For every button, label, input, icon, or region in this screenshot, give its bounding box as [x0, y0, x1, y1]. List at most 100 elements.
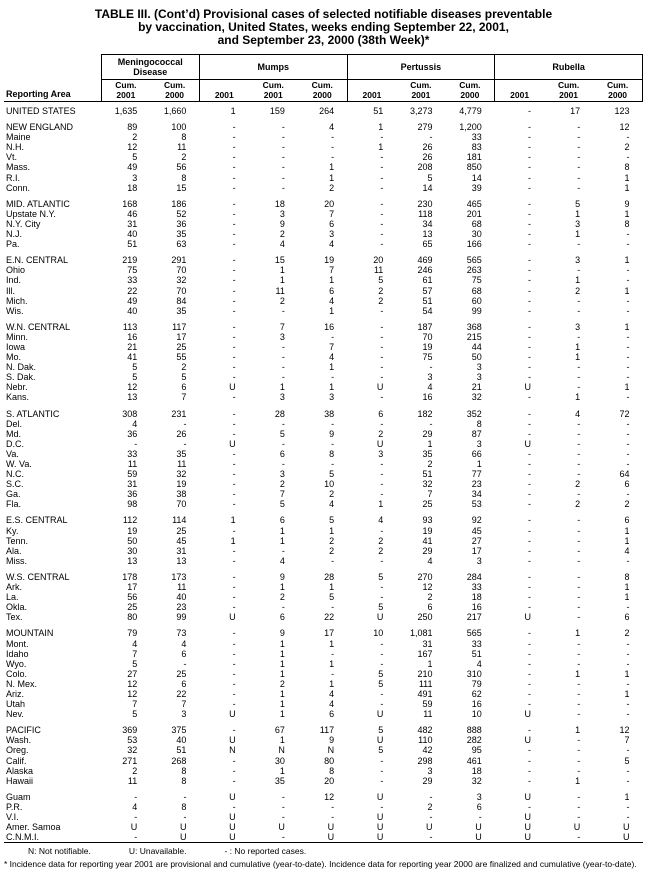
value-cell: 75 — [471, 275, 482, 286]
value-cell: 77 — [471, 469, 482, 480]
table-row: Ark. 17 11-1 1-12 33- -1 — [4, 582, 643, 592]
value-cell: N — [229, 745, 236, 756]
value-cell: - — [232, 372, 236, 383]
value-cell: 5 — [132, 152, 138, 163]
value-cell: 6 — [427, 602, 433, 613]
value-cell: - — [577, 515, 581, 526]
value-cell: - — [232, 152, 236, 163]
value-cell: 53 — [127, 735, 138, 746]
value-cell: 1 — [279, 658, 285, 669]
value-cell: U — [229, 709, 236, 720]
reporting-area-cell: Va. — [6, 448, 19, 459]
value-cell: 32 — [127, 745, 138, 756]
value-cell: 271 — [122, 755, 138, 766]
value-cell: 19 — [324, 255, 335, 266]
value-cell: - — [331, 438, 335, 449]
reporting-area-cell: Miss. — [6, 555, 27, 566]
value-cell: 57 — [422, 285, 433, 296]
col-header-line: Cum. — [163, 80, 186, 90]
value-cell: 2 — [624, 628, 630, 639]
value-cell: - — [232, 755, 236, 766]
table-body: UNITED STATES 1,635 1,660 1 159 264 51 3,273 4,7… — [4, 102, 643, 843]
value-cell: 1 — [230, 106, 236, 116]
value-cell: 4 — [427, 555, 433, 566]
value-cell: 66 — [471, 448, 482, 459]
value-cell: 35 — [176, 305, 187, 316]
value-cell: - — [281, 305, 285, 316]
value-cell: 1 — [624, 172, 630, 183]
table-row: Nev. 5 3 U 1 6 U 11 10 U - - — [4, 709, 643, 719]
value-cell: 5 — [378, 725, 384, 736]
value-cell: 215 — [466, 331, 482, 342]
value-cell: - — [527, 198, 531, 209]
value-cell: - — [577, 612, 581, 623]
value-cell: 159 — [269, 106, 285, 116]
value-cell: U — [229, 382, 236, 393]
value-cell: - — [232, 142, 236, 153]
value-cell: 11 — [177, 459, 187, 469]
value-cell: 31 — [127, 218, 138, 229]
value-cell: 30 — [127, 545, 138, 556]
value-cell: - — [626, 239, 630, 250]
legend-unavailable: U: Unavailable. — [128, 846, 187, 857]
value-cell: 230 — [417, 198, 433, 209]
reporting-area-cell: Hawaii — [6, 775, 34, 786]
value-cell: 21 — [471, 382, 482, 393]
value-cell: - — [527, 392, 531, 403]
value-cell: 14 — [422, 182, 433, 193]
value-cell: 10 — [324, 479, 335, 490]
value-cell: 565 — [466, 255, 482, 266]
value-cell: - — [527, 352, 531, 363]
value-cell: - — [478, 812, 482, 822]
value-cell: 10 — [373, 628, 384, 639]
value-cell: 1 — [279, 535, 285, 546]
value-cell: 1 — [624, 382, 630, 393]
value-cell: 8 — [329, 448, 335, 459]
value-cell: - — [380, 638, 384, 649]
value-cell: 11 — [275, 285, 285, 296]
value-cell: - — [527, 628, 531, 639]
value-cell: 70 — [176, 265, 187, 276]
value-cell: 7 — [132, 648, 138, 659]
reporting-area-cell: Ark. — [6, 582, 23, 593]
reporting-area-cell: V.I. — [6, 812, 19, 822]
value-cell: U — [573, 822, 581, 833]
value-cell: 5 — [378, 571, 384, 582]
value-cell: 850 — [466, 162, 482, 173]
value-cell: 26 — [176, 428, 187, 439]
value-cell: 113 — [122, 321, 138, 332]
value-cell: 167 — [417, 648, 433, 659]
value-cell: 51 — [422, 295, 433, 306]
value-cell: - — [380, 755, 384, 766]
value-cell: - — [626, 295, 630, 306]
value-cell: 111 — [418, 678, 433, 689]
value-cell: 42 — [422, 745, 433, 756]
value-cell: U — [376, 735, 384, 746]
value-cell: - — [281, 132, 285, 143]
value-cell: 3 — [181, 709, 187, 720]
table-row: Ga. 36 38 - 7 2 - 7 34 - - - — [4, 489, 643, 499]
value-cell: 41 — [127, 352, 138, 363]
value-cell: 8 — [329, 765, 335, 776]
table-row: Vt. 5 2 - - - - 26 181 - - - — [4, 152, 643, 162]
value-cell: 6 — [329, 709, 335, 720]
value-cell: - — [527, 571, 531, 582]
value-cell: 8 — [181, 801, 187, 812]
value-cell: - — [331, 648, 335, 659]
value-cell: 369 — [122, 725, 138, 736]
value-cell: - — [527, 418, 531, 429]
value-cell: - — [380, 555, 384, 566]
value-cell: - — [281, 352, 285, 363]
value-cell: 53 — [471, 499, 482, 510]
value-cell: - — [134, 438, 138, 449]
value-cell: - — [577, 555, 581, 566]
value-cell: - — [380, 218, 384, 229]
value-cell: 1 — [329, 638, 335, 649]
table-row: Mich. 49 84-2 4 2 51 60- - - — [4, 296, 643, 306]
value-cell: - — [232, 489, 236, 500]
value-cell: - — [429, 812, 433, 822]
value-cell: 118 — [418, 208, 433, 219]
value-cell: 11 — [127, 459, 138, 469]
value-cell: - — [232, 648, 236, 659]
value-cell: 9 — [329, 428, 335, 439]
